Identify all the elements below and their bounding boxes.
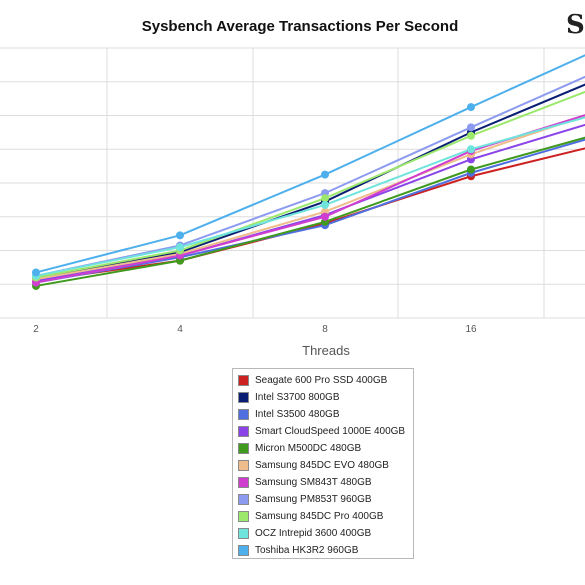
chart-title: Sysbench Average Transactions Per Second xyxy=(141,18,459,35)
legend-label: OCZ Intrepid 3600 400GB xyxy=(255,528,372,539)
legend-label: Micron M500DC 480GB xyxy=(255,443,362,454)
data-point xyxy=(176,231,184,240)
legend-label: Intel S3700 800GB xyxy=(255,392,340,403)
legend-label: Seagate 600 Pro SSD 400GB xyxy=(255,375,388,386)
data-point xyxy=(32,268,40,277)
data-point xyxy=(176,243,184,252)
legend-item: Samsung SM843T 480GB xyxy=(238,474,413,491)
legend-swatch xyxy=(238,460,249,471)
legend-swatch xyxy=(238,375,249,386)
storagereview-logo: SR xyxy=(566,10,585,40)
x-tick-labels: 2481632 xyxy=(33,324,477,335)
data-point xyxy=(321,212,329,221)
legend-swatch xyxy=(238,545,249,556)
legend-item: Samsung 845DC EVO 480GB xyxy=(238,457,413,474)
data-point xyxy=(467,145,475,154)
legend-item: Intel S3700 800GB xyxy=(238,389,413,406)
legend-label: Samsung 845DC EVO 480GB xyxy=(255,460,389,471)
x-tick-label: 4 xyxy=(177,324,183,335)
legend-item: Smart CloudSpeed 1000E 400GB xyxy=(238,423,413,440)
legend-swatch xyxy=(238,426,249,437)
series-line xyxy=(35,83,585,279)
series-line xyxy=(35,54,585,274)
legend-item: Samsung 845DC Pro 400GB xyxy=(238,508,413,525)
legend-swatch xyxy=(238,392,249,403)
legend-swatch xyxy=(238,443,249,454)
data-point xyxy=(321,200,329,209)
legend-swatch xyxy=(238,528,249,539)
legend-swatch xyxy=(238,477,249,488)
data-point xyxy=(467,165,475,174)
legend-label: Samsung 845DC Pro 400GB xyxy=(255,511,384,522)
legend-label: Samsung SM843T 480GB xyxy=(255,477,372,488)
x-tick-label: 8 xyxy=(322,324,328,335)
x-tick-label: 16 xyxy=(465,324,477,335)
x-tick-label: 2 xyxy=(33,324,39,335)
series-points xyxy=(32,103,475,290)
legend-label: Smart CloudSpeed 1000E 400GB xyxy=(255,426,406,437)
series-line xyxy=(35,114,585,284)
legend-label: Samsung PM853T 960GB xyxy=(255,494,372,505)
legend-swatch xyxy=(238,494,249,505)
legend-swatch xyxy=(238,409,249,420)
data-point xyxy=(467,131,475,140)
chart-grid xyxy=(0,47,585,319)
series-line xyxy=(35,90,585,279)
chart-legend: Seagate 600 Pro SSD 400GB Intel S3700 800… xyxy=(232,368,414,559)
legend-item: Samsung PM853T 960GB xyxy=(238,491,413,508)
data-point xyxy=(467,123,475,132)
legend-item: Toshiba HK3R2 960GB xyxy=(238,542,413,559)
data-point xyxy=(467,103,475,112)
legend-label: Toshiba HK3R2 960GB xyxy=(255,545,359,556)
legend-item: Seagate 600 Pro SSD 400GB xyxy=(238,372,413,389)
series-line xyxy=(35,114,585,281)
x-axis-label: Threads xyxy=(302,343,350,358)
series-lines xyxy=(35,54,585,287)
legend-item: Intel S3500 480GB xyxy=(238,406,413,423)
legend-label: Intel S3500 480GB xyxy=(255,409,340,420)
data-point xyxy=(321,170,329,179)
legend-item: OCZ Intrepid 3600 400GB xyxy=(238,525,413,542)
legend-item: Micron M500DC 480GB xyxy=(238,440,413,457)
data-point xyxy=(321,194,329,203)
legend-swatch xyxy=(238,511,249,522)
